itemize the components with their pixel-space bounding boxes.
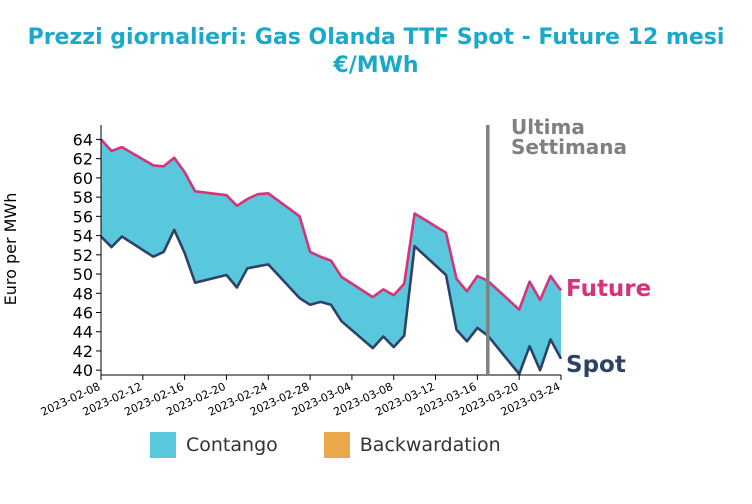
last-week-label-line2: Settimana (511, 135, 627, 159)
spot-series-label: Spot (566, 352, 626, 378)
y-tick-label: 42 (73, 342, 93, 361)
y-tick-label: 62 (73, 150, 93, 169)
y-tick-label: 40 (73, 361, 93, 380)
area-layer (101, 139, 561, 374)
y-tick-label: 60 (73, 169, 93, 188)
ttf-price-chart: 404244464850525456586062642023-02-082023… (1, 115, 651, 419)
chart-title: Prezzi giornalieri: Gas Olanda TTF Spot … (27, 25, 725, 50)
y-tick-label: 46 (73, 304, 93, 323)
y-tick-label: 64 (73, 130, 93, 149)
y-tick-label: 48 (73, 284, 93, 303)
backwardation-swatch (323, 432, 350, 458)
y-tick-label: 56 (73, 207, 93, 226)
legend-item-backwardation[interactable]: Backwardation (323, 432, 501, 458)
y-tick-label: 58 (73, 188, 93, 207)
spot-line (100, 228, 563, 376)
contango-area (101, 139, 561, 374)
y-tick-label: 52 (73, 246, 93, 265)
y-tick-label: 54 (73, 227, 93, 246)
last-week-label-line1: Ultima (511, 115, 585, 139)
future-series-label: Future (566, 276, 651, 302)
legend-label-backwardation: Backwardation (359, 434, 501, 456)
legend: Contango Backwardation (150, 432, 547, 458)
legend-label-contango: Contango (186, 434, 278, 456)
future-line (100, 138, 563, 311)
y-tick-label: 50 (73, 265, 93, 284)
contango-swatch (150, 432, 176, 458)
y-tick-label: 44 (73, 323, 93, 342)
chart-subtitle: €/MWh (333, 53, 419, 78)
line-layer (100, 138, 563, 376)
y-axis-label: Euro per MWh (1, 193, 20, 306)
legend-item-contango[interactable]: Contango (150, 432, 278, 458)
